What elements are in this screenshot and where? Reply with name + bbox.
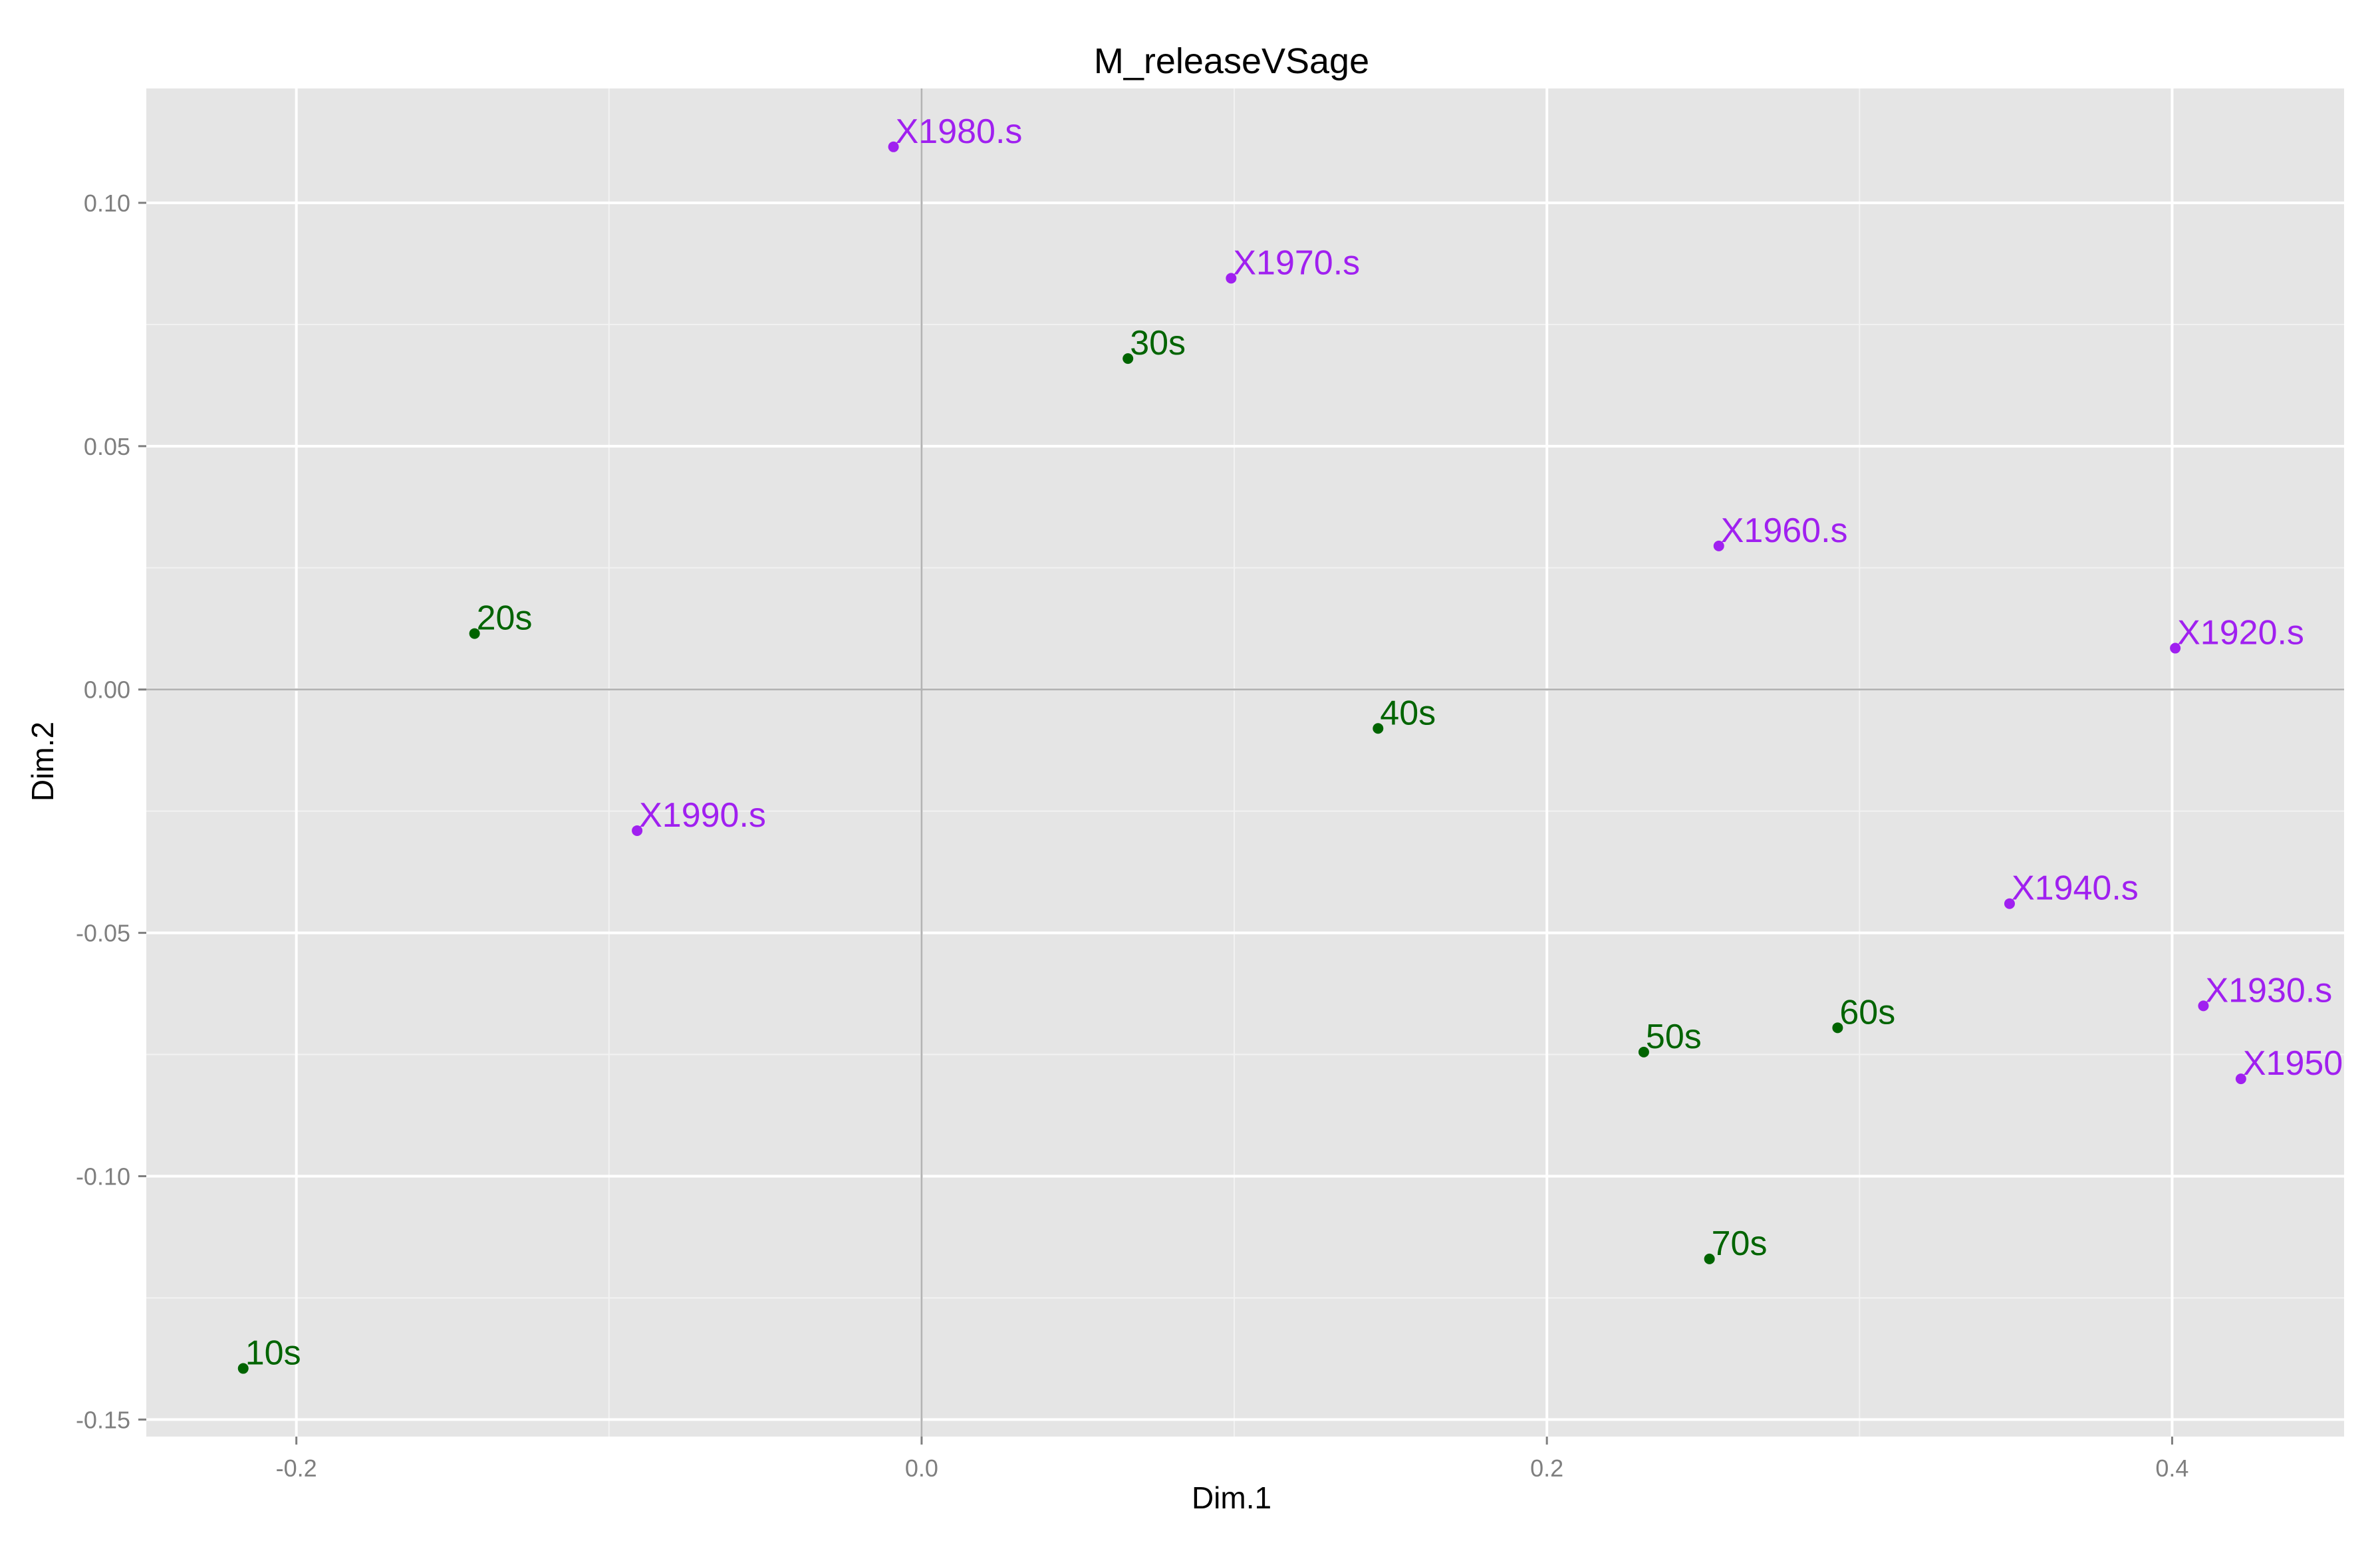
x-tick-label: 0.4 xyxy=(2155,1455,2188,1482)
point-label-age: 10s xyxy=(245,1334,301,1373)
point-label-age: 60s xyxy=(1839,993,1895,1032)
x-tick-label: 0.0 xyxy=(905,1455,938,1482)
point-label-release: X1980.s xyxy=(896,112,1023,151)
point-label-age: 70s xyxy=(1712,1224,1768,1263)
plot-panel xyxy=(146,88,2344,1437)
x-tick-label: 0.2 xyxy=(1530,1455,1563,1482)
panel-background xyxy=(146,88,2344,1437)
point-label-release: X1970.s xyxy=(1233,243,1360,282)
y-axis-label: Dim.2 xyxy=(25,722,60,801)
point-label-release: X1930.s xyxy=(2205,971,2332,1010)
point-label-release: X1920.s xyxy=(2177,614,2304,652)
point-label-age: 30s xyxy=(1130,324,1186,362)
x-tick-label: -0.2 xyxy=(276,1455,317,1482)
point-label-release: X1990.s xyxy=(639,796,766,835)
point-label-age: 50s xyxy=(1646,1018,1702,1056)
y-tick-label: 0.05 xyxy=(84,433,130,460)
chart-title: M_releaseVSage xyxy=(1094,41,1369,81)
y-tick-label: -0.10 xyxy=(76,1163,130,1191)
y-tick-label: 0.10 xyxy=(84,190,130,217)
point-label-age: 40s xyxy=(1380,694,1436,732)
point-label-age: 20s xyxy=(477,599,533,638)
y-tick-label: -0.15 xyxy=(76,1406,130,1433)
x-axis-label: Dim.1 xyxy=(1192,1480,1271,1515)
point-label-release: X1960.s xyxy=(1721,511,1848,550)
y-tick-label: -0.05 xyxy=(76,920,130,947)
point-label-release: X1940.s xyxy=(2012,869,2139,908)
y-tick-label: 0.00 xyxy=(84,676,130,704)
